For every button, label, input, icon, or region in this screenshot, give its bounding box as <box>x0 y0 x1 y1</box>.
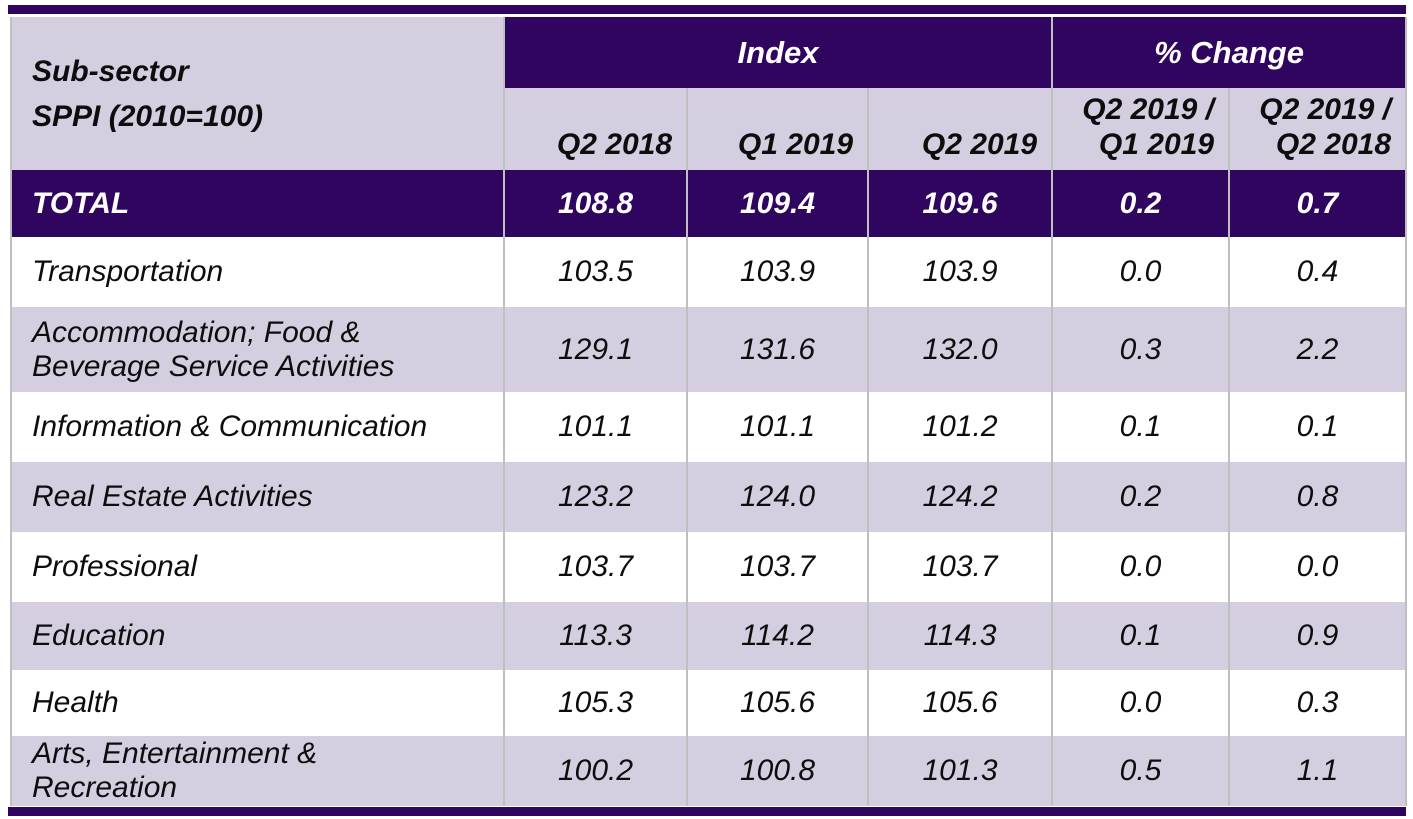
cell-value: 0.1 <box>1227 392 1408 462</box>
table-row-education: Education 113.3 114.2 114.3 0.1 0.9 <box>10 602 1408 670</box>
cell-value: 124.0 <box>686 462 869 532</box>
col-header-pct-q2-2019-q2-2018: Q2 2019 / Q2 2018 <box>1227 88 1408 170</box>
cell-value: 103.7 <box>503 532 688 602</box>
row-label-line: Education <box>32 619 166 652</box>
cell-value: 0.1 <box>1051 602 1230 670</box>
cell-value: 124.2 <box>867 462 1053 532</box>
col-header-label: Q1 2019 <box>737 128 853 161</box>
subsector-header-line1: Sub-sector <box>32 54 189 88</box>
row-label-line: Real Estate Activities <box>32 480 313 513</box>
row-label-line: Accommodation; Food & <box>32 315 361 349</box>
cell-value: 100.8 <box>686 736 869 806</box>
total-pct-q2-value: 0.7 <box>1227 170 1408 237</box>
cell-value: 103.5 <box>503 237 688 307</box>
table-top-border-bar <box>8 5 1406 14</box>
cell-value: 103.7 <box>867 532 1053 602</box>
row-label-line: Health <box>32 686 119 719</box>
cell-value: 0.9 <box>1227 602 1408 670</box>
row-label: Health <box>10 670 505 736</box>
cell-value: 0.2 <box>1051 462 1230 532</box>
cell-value: 101.3 <box>867 736 1053 806</box>
cell-value: 105.6 <box>867 670 1053 736</box>
cell-value: 131.6 <box>686 307 869 392</box>
header-group-row: Sub-sector SPPI (2010=100) Index % Chang… <box>10 17 1408 170</box>
table-row-professional: Professional 103.7 103.7 103.7 0.0 0.0 <box>10 532 1408 602</box>
row-label: Education <box>10 602 505 670</box>
total-pct-q1-value: 0.2 <box>1051 170 1230 237</box>
table-row-transportation: Transportation 103.5 103.9 103.9 0.0 0.4 <box>10 237 1408 307</box>
col-header-label: Q2 2019 / <box>1259 93 1392 126</box>
col-header-label: Q2 2019 / <box>1082 93 1214 126</box>
pct-change-group-header: % Change <box>1050 17 1408 88</box>
total-q1-2019-value: 109.4 <box>686 170 869 237</box>
row-label-line: Arts, Entertainment & <box>32 737 318 770</box>
row-label: Arts, Entertainment & Recreation <box>10 736 505 806</box>
cell-value: 2.2 <box>1227 307 1408 392</box>
col-header-q2-2018: Q2 2018 <box>503 88 688 170</box>
cell-value: 100.2 <box>503 736 688 806</box>
cell-value: 0.0 <box>1051 670 1230 736</box>
cell-value: 0.0 <box>1051 532 1230 602</box>
total-row-label: TOTAL <box>10 170 505 237</box>
cell-value: 103.9 <box>867 237 1053 307</box>
row-label: Professional <box>10 532 505 602</box>
cell-value: 0.5 <box>1051 736 1230 806</box>
total-q2-2019-value: 109.6 <box>867 170 1053 237</box>
cell-value: 0.4 <box>1227 237 1408 307</box>
row-label: Information & Communication <box>10 392 505 462</box>
col-header-label: Q2 2018 <box>556 128 672 161</box>
col-header-q1-2019: Q1 2019 <box>686 88 869 170</box>
cell-value: 0.0 <box>1227 532 1408 602</box>
table-row-real-estate: Real Estate Activities 123.2 124.0 124.2… <box>10 462 1408 532</box>
subsector-header-cell: Sub-sector SPPI (2010=100) <box>10 17 505 170</box>
cell-value: 0.3 <box>1227 670 1408 736</box>
subsector-header-line2: SPPI (2010=100) <box>32 99 263 133</box>
table-row-health: Health 105.3 105.6 105.6 0.0 0.3 <box>10 670 1408 736</box>
cell-value: 0.0 <box>1051 237 1230 307</box>
row-label-line: Beverage Service Activities <box>32 349 395 383</box>
table-bottom-border-bar <box>8 807 1406 816</box>
row-label: Transportation <box>10 237 505 307</box>
row-label-line: Recreation <box>32 771 178 804</box>
cell-value: 105.6 <box>686 670 869 736</box>
row-label-line: Transportation <box>32 255 224 288</box>
table-row-accommodation-food-beverage: Accommodation; Food & Beverage Service A… <box>10 307 1408 392</box>
cell-value: 132.0 <box>867 307 1053 392</box>
cell-value: 1.1 <box>1227 736 1408 806</box>
total-q2-2018-value: 108.8 <box>503 170 688 237</box>
table-row-information-communication: Information & Communication 101.1 101.1 … <box>10 392 1408 462</box>
col-header-q2-2019: Q2 2019 <box>867 88 1053 170</box>
col-header-label: Q2 2018 <box>1275 128 1392 161</box>
header-columns-row: Q2 2018 Q1 2019 Q2 2019 Q2 2019 / Q1 201… <box>11 88 1408 170</box>
cell-value: 0.1 <box>1051 392 1230 462</box>
row-label: Accommodation; Food & Beverage Service A… <box>10 307 505 392</box>
cell-value: 105.3 <box>503 670 688 736</box>
table-row-arts-entertainment-recreation: Arts, Entertainment & Recreation 100.2 1… <box>10 736 1408 806</box>
cell-value: 129.1 <box>503 307 688 392</box>
row-label-line: Professional <box>32 550 198 583</box>
cell-value: 114.2 <box>686 602 869 670</box>
cell-value: 103.9 <box>686 237 869 307</box>
cell-value: 113.3 <box>503 602 688 670</box>
cell-value: 0.8 <box>1227 462 1408 532</box>
cell-value: 0.3 <box>1051 307 1230 392</box>
col-header-label: Q1 2019 <box>1098 128 1214 161</box>
index-group-header: Index <box>503 17 1053 88</box>
cell-value: 101.1 <box>503 392 688 462</box>
cell-value: 101.2 <box>867 392 1053 462</box>
row-label: Real Estate Activities <box>10 462 505 532</box>
row-label-line: Information & Communication <box>32 410 428 443</box>
col-header-label: Q2 2019 <box>921 128 1037 161</box>
cell-value: 114.3 <box>867 602 1053 670</box>
cell-value: 123.2 <box>503 462 688 532</box>
cell-value: 103.7 <box>686 532 869 602</box>
cell-value: 101.1 <box>686 392 869 462</box>
sppi-table: Sub-sector SPPI (2010=100) Index % Chang… <box>10 17 1408 806</box>
col-header-pct-q2-2019-q1-2019: Q2 2019 / Q1 2019 <box>1051 88 1230 170</box>
total-row: TOTAL 108.8 109.4 109.6 0.2 0.7 <box>10 170 1408 237</box>
